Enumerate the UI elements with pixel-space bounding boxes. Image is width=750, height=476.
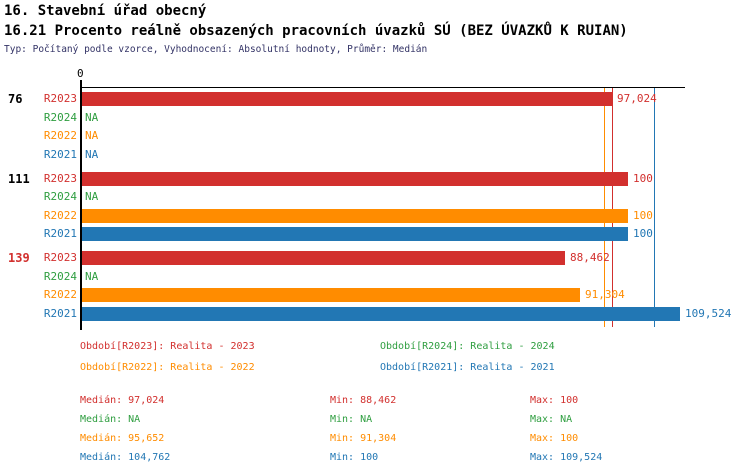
stat-min-R2022: Min: 91,304 (330, 433, 397, 444)
chart-subtitle: Typ: Počítaný podle vzorce, Vyhodnocení:… (4, 44, 428, 55)
series-row-label-R2023: R2023 (43, 92, 77, 105)
bar-value-label: 88,462 (570, 251, 610, 264)
y-axis-line (80, 80, 82, 330)
bar-value-label: 100 (633, 208, 653, 222)
stat-min-R2024: Min: NA (330, 414, 373, 425)
stat-max-R2022: Max: 100 (530, 433, 579, 444)
bar-R2021 (81, 306, 680, 321)
series-row-label-R2021: R2021 (43, 227, 77, 240)
series-row-label-R2021: R2021 (43, 306, 77, 320)
legend-item-R2024: Období[R2024]: Realita - 2024 (380, 341, 555, 352)
group-label: 139 (8, 251, 30, 265)
stat-max-R2021: Max: 109,524 (530, 452, 603, 463)
legend-item-R2023: Období[R2023]: Realita - 2023 (80, 341, 255, 352)
group-label: 76 (8, 92, 23, 106)
group-label: 111 (8, 171, 30, 186)
series-row-label-R2023: R2023 (43, 171, 77, 185)
bar-value-label: NA (85, 129, 99, 142)
bar-value-label: NA (85, 190, 99, 203)
x-axis-zero-label: 0 (77, 67, 84, 80)
bar-R2023 (81, 251, 565, 265)
bar-R2021 (81, 227, 628, 241)
series-row-label-R2022: R2022 (43, 208, 77, 222)
bar-value-label: 109,524 (685, 306, 732, 320)
stat-min-R2021: Min: 100 (330, 452, 379, 463)
bar-R2022 (81, 208, 628, 223)
series-row-label-R2022: R2022 (43, 129, 77, 142)
stat-median-R2023: Medián: 97,024 (80, 395, 165, 406)
bar-R2023 (81, 171, 628, 186)
stat-min-R2023: Min: 88,462 (330, 395, 397, 406)
stat-max-R2024: Max: NA (530, 414, 573, 425)
bar-value-label: NA (85, 269, 99, 283)
chart-title-line1: 16. Stavební úřad obecný (4, 3, 207, 19)
series-row-label-R2024: R2024 (43, 190, 77, 203)
bar-value-label: NA (85, 147, 99, 161)
bar-value-label: NA (85, 110, 99, 124)
series-row-label-R2024: R2024 (43, 110, 77, 124)
bar-value-label: 100 (633, 227, 653, 240)
bar-R2023 (81, 92, 612, 106)
series-row-label-R2024: R2024 (43, 269, 77, 283)
stat-median-R2024: Medián: NA (80, 414, 141, 425)
series-row-label-R2023: R2023 (43, 251, 77, 264)
series-row-label-R2021: R2021 (43, 147, 77, 161)
bar-value-label: 91,304 (585, 288, 625, 301)
legend-item-R2022: Období[R2022]: Realita - 2022 (80, 362, 255, 373)
stat-median-R2022: Medián: 95,652 (80, 433, 165, 444)
x-axis-line (80, 87, 685, 88)
legend-item-R2021: Období[R2021]: Realita - 2021 (380, 362, 555, 373)
median-line-R2023 (612, 88, 613, 327)
median-line-R2021 (654, 88, 655, 327)
chart-title-line2: 16.21 Procento reálně obsazených pracovn… (4, 23, 628, 39)
series-row-label-R2022: R2022 (43, 288, 77, 301)
bar-R2022 (81, 288, 580, 302)
bar-value-label: 100 (633, 171, 653, 185)
stat-max-R2023: Max: 100 (530, 395, 579, 406)
bar-value-label: 97,024 (617, 92, 657, 105)
median-line-R2022 (604, 88, 605, 327)
stat-median-R2021: Medián: 104,762 (80, 452, 171, 463)
